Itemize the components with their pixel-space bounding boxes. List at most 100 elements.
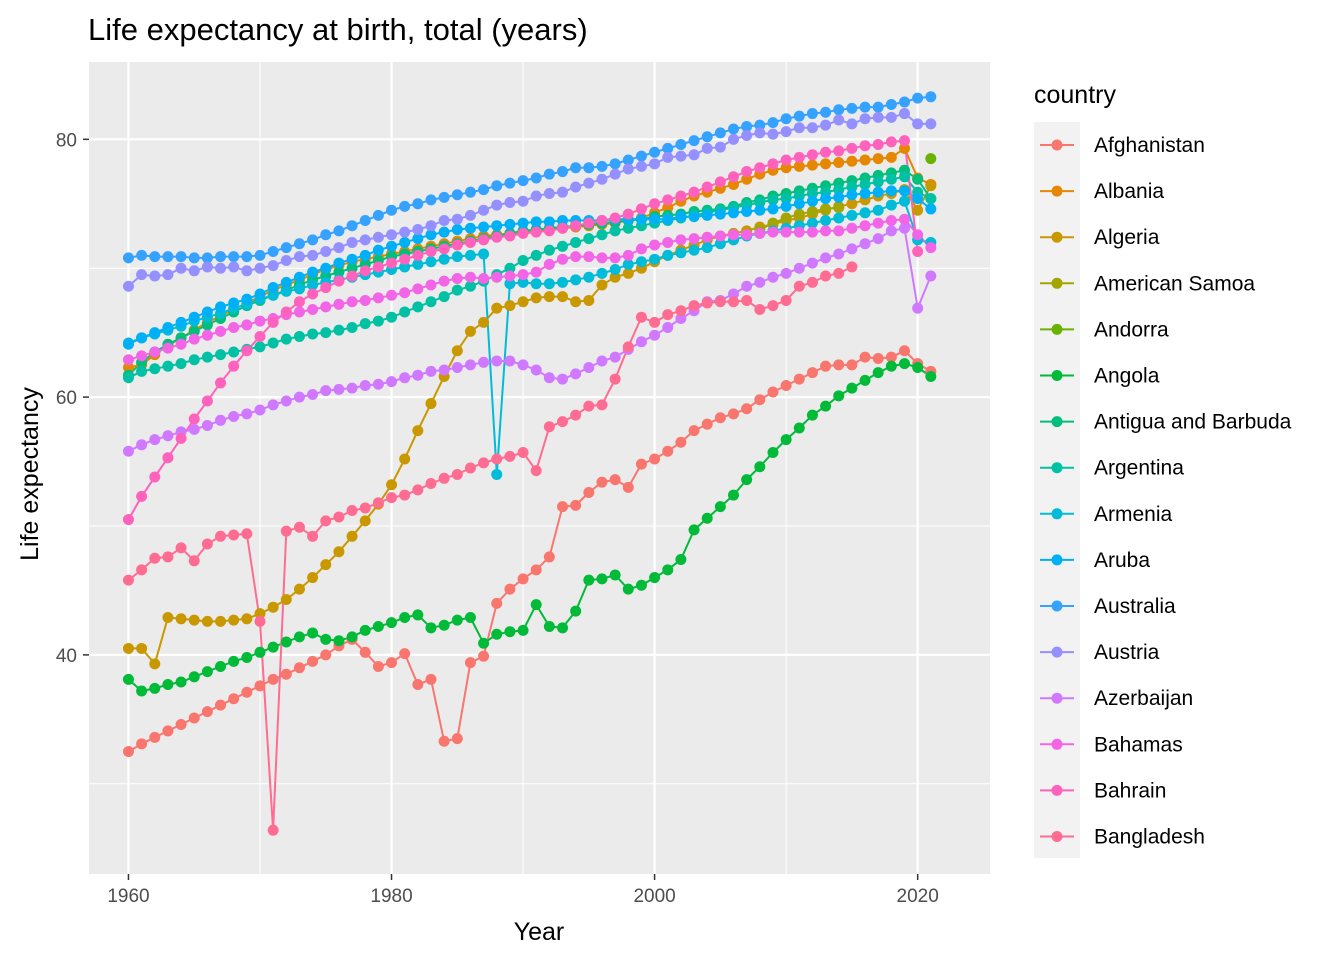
data-point-angola [557, 622, 569, 634]
data-point-argentina [346, 322, 358, 334]
data-point-austria [307, 249, 319, 261]
data-point-aruba [464, 222, 476, 234]
data-point-armenia [622, 258, 634, 270]
data-point-austria [675, 150, 687, 162]
data-point-algeria [241, 613, 253, 625]
data-point-algeria [925, 180, 937, 192]
data-point-afghanistan [175, 718, 187, 730]
data-point-austria [478, 204, 490, 216]
data-point-angola [412, 609, 424, 621]
data-point-bahrain [728, 171, 740, 183]
data-point-aruba [122, 338, 134, 350]
data-point-austria [464, 209, 476, 221]
data-point-angola [701, 512, 713, 524]
data-point-angola [767, 447, 779, 459]
data-point-austria [267, 260, 279, 272]
data-point-bahamas [293, 306, 305, 318]
data-point-aruba [188, 311, 200, 323]
data-point-afghanistan [438, 735, 450, 747]
data-point-aruba [175, 316, 187, 328]
legend-item-aruba: Aruba [1040, 549, 1150, 572]
data-point-bahrain [478, 234, 490, 246]
legend-key-point [1051, 231, 1063, 243]
data-point-bahrain [122, 514, 134, 526]
data-point-azerbaijan [846, 243, 858, 255]
data-point-afghanistan [688, 425, 700, 437]
data-point-australia [372, 209, 384, 221]
data-point-azerbaijan [872, 233, 884, 245]
data-point-australia [846, 102, 858, 114]
data-point-austria [859, 113, 871, 125]
data-point-aruba [267, 282, 279, 294]
data-point-aruba [372, 244, 384, 256]
data-point-armenia [662, 249, 674, 261]
data-point-australia [517, 175, 529, 187]
y-axis-title: Life expectancy [16, 387, 44, 561]
data-point-austria [451, 213, 463, 225]
data-point-bahamas [912, 229, 924, 241]
data-point-algeria [596, 279, 608, 291]
data-point-australia [899, 96, 911, 108]
data-point-argentina [583, 233, 595, 245]
data-point-australia [859, 101, 871, 113]
data-point-argentina [425, 296, 437, 308]
data-point-australia [728, 123, 740, 135]
data-point-azerbaijan [767, 271, 779, 283]
data-point-bahrain [386, 257, 398, 269]
data-point-bahamas [649, 239, 661, 251]
data-point-austria [162, 269, 174, 281]
data-point-bangladesh [254, 615, 266, 627]
data-point-bahrain [504, 230, 516, 242]
data-point-australia [359, 215, 371, 227]
data-point-australia [451, 189, 463, 201]
data-point-afghanistan [201, 706, 213, 718]
data-point-afghanistan [293, 662, 305, 674]
data-point-bahrain [399, 253, 411, 265]
data-point-bahamas [451, 273, 463, 285]
data-point-austria [596, 173, 608, 185]
data-point-azerbaijan [899, 222, 911, 234]
data-point-afghanistan [741, 403, 753, 415]
data-point-bahamas [543, 258, 555, 270]
data-point-bangladesh [622, 341, 634, 353]
data-point-austria [846, 118, 858, 130]
x-tick-label: 2020 [897, 886, 939, 907]
data-point-angola [899, 358, 911, 370]
data-point-argentina [136, 365, 148, 377]
data-point-argentina [320, 327, 332, 339]
chart-title: Life expectancy at birth, total (years) [88, 12, 588, 47]
data-point-antigua-and-barbuda [333, 266, 345, 278]
data-point-algeria [333, 546, 345, 558]
legend-item-albania: Albania [1040, 180, 1164, 203]
data-point-bangladesh [649, 316, 661, 328]
data-point-angola [635, 579, 647, 591]
data-point-bahrain [688, 186, 700, 198]
legend-item-bahrain: Bahrain [1040, 779, 1166, 802]
legend-key-point [1051, 554, 1063, 566]
data-point-afghanistan [714, 412, 726, 424]
data-point-argentina [846, 181, 858, 193]
data-point-bahrain [767, 158, 779, 170]
data-point-austria [386, 229, 398, 241]
data-point-bahrain [241, 345, 253, 357]
data-point-azerbaijan [780, 267, 792, 279]
data-point-argentina [543, 244, 555, 256]
data-point-bahrain [517, 227, 529, 239]
data-point-argentina [793, 190, 805, 202]
data-point-azerbaijan [280, 395, 292, 407]
legend-key-point [1051, 646, 1063, 658]
data-point-algeria [583, 294, 595, 306]
data-point-bahamas [162, 342, 174, 354]
data-point-angola [570, 605, 582, 617]
legend-label: Angola [1094, 365, 1160, 388]
data-point-algeria [543, 291, 555, 303]
data-point-bahamas [438, 275, 450, 287]
data-point-azerbaijan [754, 276, 766, 288]
data-point-australia [583, 162, 595, 174]
data-point-antigua-and-barbuda [346, 262, 358, 274]
data-point-algeria [478, 316, 490, 328]
data-point-armenia [899, 195, 911, 207]
data-point-bahamas [793, 226, 805, 238]
data-point-afghanistan [530, 564, 542, 576]
legend-item-australia: Australia [1040, 595, 1176, 618]
